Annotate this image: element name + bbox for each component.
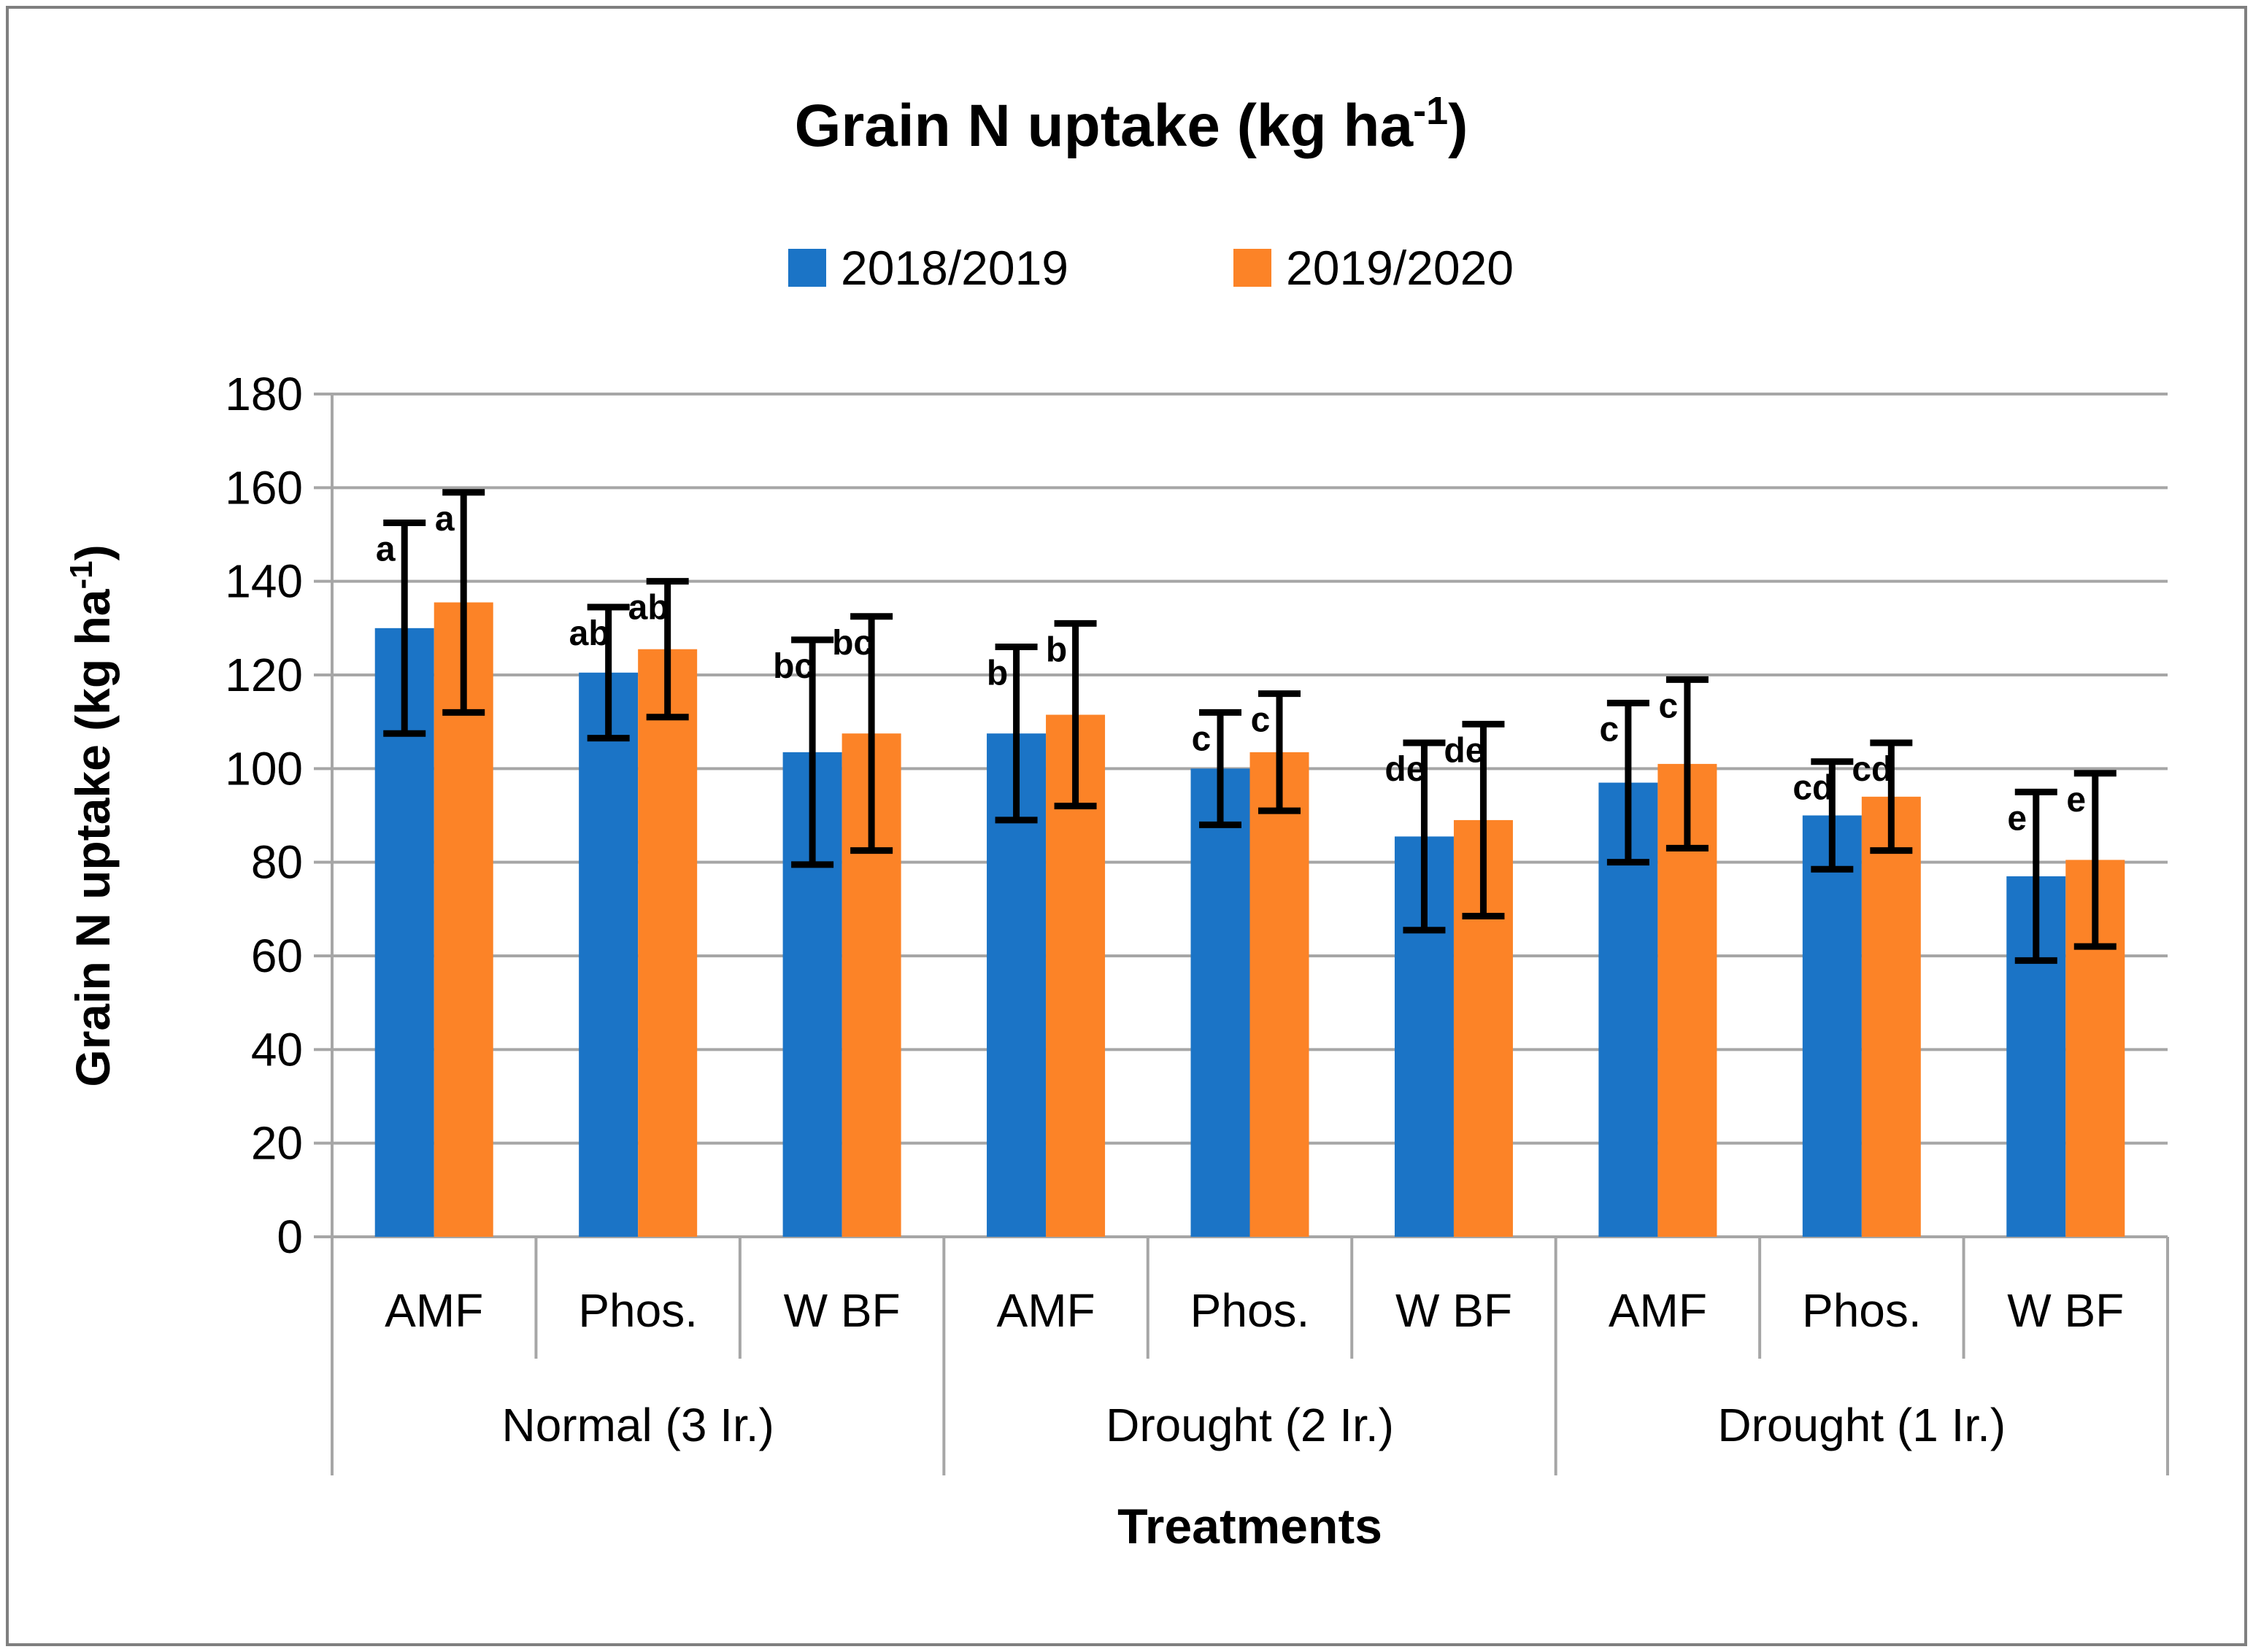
error-bar — [442, 489, 485, 716]
category-label-9: W BF — [2007, 1284, 2124, 1337]
group-label-2: Drought (2 Ir.) — [1106, 1399, 1394, 1451]
category-label-3: W BF — [784, 1284, 901, 1337]
significance-letter: bc — [773, 647, 814, 686]
error-bar — [1054, 620, 1097, 810]
error-bar — [646, 578, 689, 721]
error-bar — [2014, 788, 2057, 964]
group-label-3: Drought (1 Ir.) — [1717, 1399, 2006, 1451]
y-axis-tick-label: 100 — [225, 742, 303, 795]
chart-border — [6, 6, 2247, 1646]
significance-letter: a — [435, 500, 455, 539]
error-bar — [1665, 676, 1709, 852]
bar-2018-2019-5 — [1190, 768, 1250, 1237]
error-bar — [850, 613, 893, 854]
error-bar — [2073, 770, 2117, 950]
error-bar — [1606, 700, 1649, 866]
significance-letter: a — [376, 530, 396, 568]
significance-letter: c — [1251, 701, 1271, 740]
legend-label-2019-2020: 2019/2020 — [1286, 241, 1514, 295]
error-bar — [1403, 739, 1446, 934]
bar-2018-2019-2 — [579, 672, 639, 1237]
significance-letter: ab — [628, 589, 669, 628]
y-axis-tick-label: 0 — [277, 1211, 303, 1263]
error-bar — [1870, 739, 1913, 854]
error-bar — [383, 519, 426, 737]
y-axis-tick-label: 60 — [251, 930, 303, 982]
bar-2019-2020-2 — [638, 649, 698, 1237]
significance-letter: ab — [569, 614, 610, 653]
error-bar — [995, 644, 1038, 824]
bar-2019-2020-5 — [1249, 752, 1309, 1237]
significance-letter: e — [2066, 781, 2086, 819]
significance-letter: cd — [1852, 750, 1892, 789]
legend-swatch-2019-2020 — [1233, 249, 1271, 287]
category-label-7: AMF — [1609, 1284, 1707, 1337]
x-axis-title: Treatments — [1117, 1499, 1382, 1554]
bar-2018-2019-8 — [1802, 815, 1862, 1237]
category-label-6: W BF — [1395, 1284, 1512, 1337]
significance-letter: c — [1659, 687, 1679, 725]
significance-letter: cd — [1792, 769, 1833, 808]
category-label-1: AMF — [385, 1284, 483, 1337]
significance-letter: b — [987, 655, 1008, 693]
y-axis-tick-label: 40 — [251, 1023, 303, 1076]
legend-label-2018-2019: 2018/2019 — [841, 241, 1068, 295]
y-axis-tick-label: 180 — [225, 368, 303, 420]
error-bar — [1199, 709, 1241, 828]
significance-letter: b — [1046, 630, 1067, 669]
bar-2019-2020-8 — [1861, 796, 1921, 1237]
significance-letter: bc — [832, 624, 873, 663]
category-label-4: AMF — [997, 1284, 1095, 1337]
category-label-2: Phos. — [578, 1284, 698, 1337]
y-axis-tick-label: 160 — [225, 461, 303, 514]
y-axis-tick-label: 120 — [225, 649, 303, 701]
y-axis-title: Grain N uptake (kg ha-1) — [63, 544, 120, 1086]
error-bar — [1258, 690, 1301, 814]
y-axis-tick-label: 20 — [251, 1117, 303, 1170]
error-bar — [791, 636, 834, 868]
y-axis-tick-label: 140 — [225, 555, 303, 608]
error-bar — [587, 603, 630, 742]
error-bar — [1811, 758, 1854, 873]
y-axis-tick-label: 80 — [251, 836, 303, 889]
significance-letter: c — [1600, 711, 1620, 749]
significance-letter: e — [2007, 799, 2027, 838]
category-label-8: Phos. — [1802, 1284, 1922, 1337]
legend-swatch-2018-2019 — [788, 249, 826, 287]
error-bar — [1462, 720, 1505, 919]
significance-letter: de — [1384, 750, 1425, 789]
group-label-1: Normal (3 Ir.) — [501, 1399, 774, 1451]
significance-letter: de — [1444, 731, 1484, 770]
category-label-5: Phos. — [1190, 1284, 1310, 1337]
significance-letter: c — [1192, 719, 1212, 758]
chart-title: Grain N uptake (kg ha-1) — [795, 89, 1468, 159]
